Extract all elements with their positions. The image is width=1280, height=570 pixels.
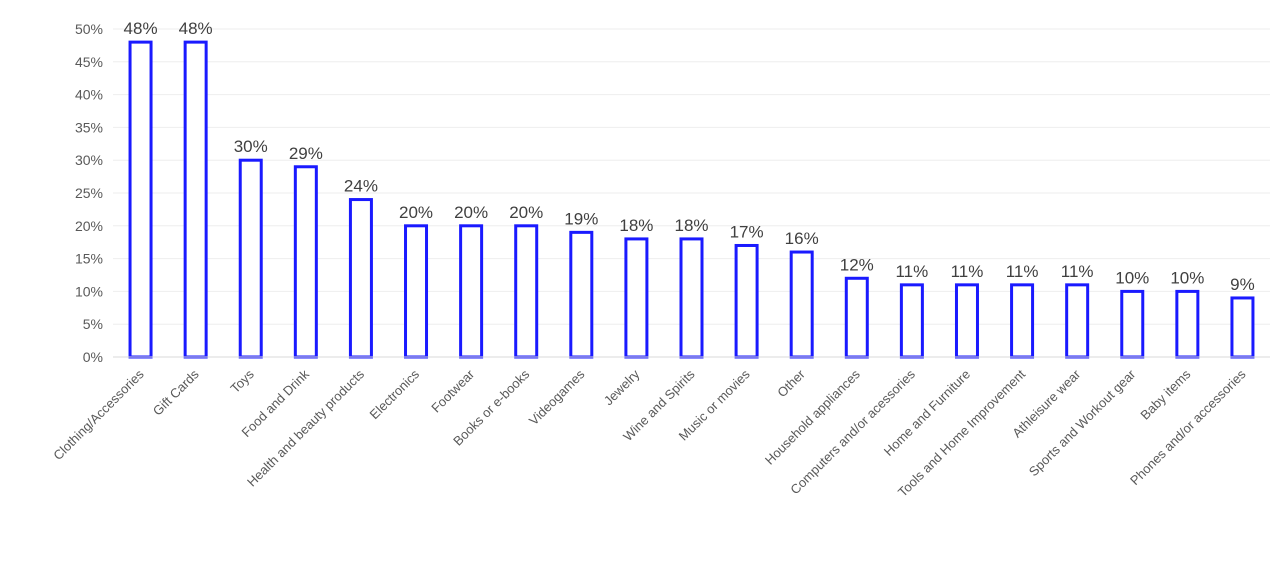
bar xyxy=(899,283,924,359)
category-label: Jewelry xyxy=(601,366,643,408)
category-label: Clothing/Accessories xyxy=(50,366,147,463)
bar xyxy=(789,250,814,359)
data-label: 11% xyxy=(1006,262,1039,281)
data-label: 11% xyxy=(1061,262,1094,281)
category-label: Sports and Workout gear xyxy=(1026,366,1139,479)
bars xyxy=(128,40,1255,359)
y-tick-label: 30% xyxy=(75,152,103,168)
data-label: 19% xyxy=(564,209,598,228)
bar xyxy=(514,224,539,359)
y-tick-label: 40% xyxy=(75,87,103,103)
bar xyxy=(624,237,649,359)
category-label: Health and beauty products xyxy=(244,366,367,489)
y-tick-label: 20% xyxy=(75,218,103,234)
category-label: Footwear xyxy=(428,366,477,415)
bar xyxy=(1230,296,1255,359)
data-label: 20% xyxy=(509,203,543,222)
data-label: 20% xyxy=(454,203,488,222)
category-label: Toys xyxy=(227,366,257,396)
data-label: 24% xyxy=(344,177,378,196)
y-tick-label: 50% xyxy=(75,21,103,37)
y-tick-label: 15% xyxy=(75,251,103,267)
data-label: 9% xyxy=(1230,275,1255,294)
bar xyxy=(348,198,373,359)
data-label: 18% xyxy=(619,216,653,235)
bar xyxy=(404,224,429,359)
bar xyxy=(238,158,263,359)
category-label: Videogames xyxy=(526,366,588,428)
data-label: 11% xyxy=(895,262,928,281)
bar xyxy=(679,237,704,359)
category-label: Household appliances xyxy=(762,366,863,467)
data-label: 30% xyxy=(234,137,268,156)
bar xyxy=(569,230,594,359)
data-label: 18% xyxy=(674,216,708,235)
data-label: 11% xyxy=(951,262,984,281)
bar xyxy=(183,40,208,359)
y-tick-label: 0% xyxy=(83,349,103,365)
y-axis-ticks: 0% 5% 10% 15% 20% 25% 30% 35% 40% 45% 50% xyxy=(75,21,103,365)
category-label: Other xyxy=(774,366,808,400)
data-labels: 48% 48% 30% 29% 24% 20% 20% 20% 19% 18% 18% 17% 16% 1… xyxy=(124,19,1255,294)
bar xyxy=(954,283,979,359)
category-label: Baby items xyxy=(1137,366,1193,422)
data-label: 29% xyxy=(289,144,323,163)
y-tick-label: 35% xyxy=(75,119,103,135)
data-label: 10% xyxy=(1170,268,1204,287)
category-label: Phones and/or accessories xyxy=(1127,366,1249,488)
bar xyxy=(128,40,153,359)
data-label: 16% xyxy=(785,229,819,248)
bar xyxy=(844,276,869,359)
bar xyxy=(1010,283,1035,359)
data-label: 48% xyxy=(124,19,158,38)
y-tick-label: 10% xyxy=(75,283,103,299)
bar xyxy=(459,224,484,359)
y-tick-label: 45% xyxy=(75,54,103,70)
category-label: Electronics xyxy=(367,366,423,422)
data-label: 12% xyxy=(840,255,874,274)
bar xyxy=(1175,289,1200,359)
category-label: Gift Cards xyxy=(150,366,202,418)
bar xyxy=(1065,283,1090,359)
bar xyxy=(734,243,759,359)
data-label: 48% xyxy=(179,19,213,38)
data-label: 10% xyxy=(1115,268,1149,287)
y-tick-label: 5% xyxy=(83,316,103,332)
data-label: 20% xyxy=(399,203,433,222)
y-tick-label: 25% xyxy=(75,185,103,201)
data-label: 17% xyxy=(730,222,764,241)
bar xyxy=(1120,289,1145,359)
bar xyxy=(293,165,318,359)
